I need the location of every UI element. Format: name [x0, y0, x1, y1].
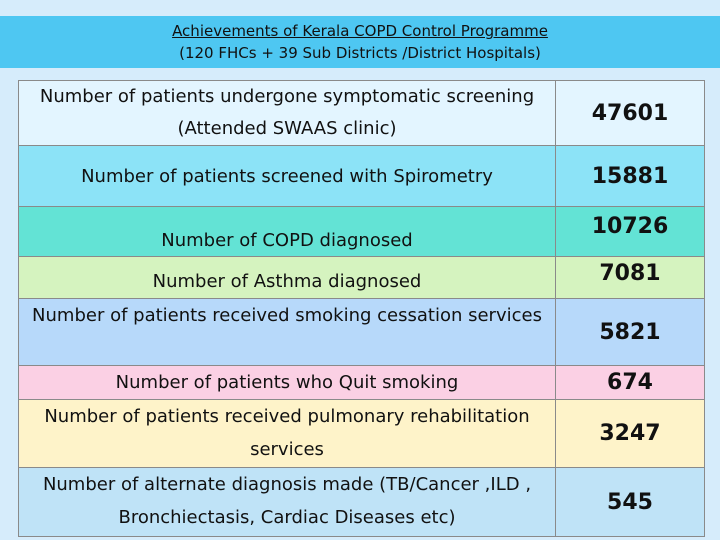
table-row: Number of patients who Quit smoking 674 [18, 365, 705, 400]
row-value: 674 [555, 365, 705, 400]
row-label: Number of patients received pulmonary re… [18, 399, 556, 468]
row-value: 3247 [555, 399, 705, 468]
row-value: 7081 [555, 256, 705, 299]
slide-title: Achievements of Kerala COPD Control Prog… [172, 22, 548, 40]
table-row: Number of patients received smoking cess… [18, 298, 705, 366]
achievements-table: Number of patients undergone symptomatic… [18, 80, 705, 537]
row-value: 10726 [555, 206, 705, 257]
table-row: Number of patients screened with Spirome… [18, 145, 705, 207]
table-row: Number of patients undergone symptomatic… [18, 80, 705, 146]
table-row: Number of COPD diagnosed 10726 [18, 206, 705, 257]
row-value: 545 [555, 467, 705, 537]
slide-header: Achievements of Kerala COPD Control Prog… [0, 16, 720, 68]
row-value: 47601 [555, 80, 705, 146]
row-label: Number of COPD diagnosed [18, 206, 556, 257]
row-value: 5821 [555, 298, 705, 366]
table-row: Number of patients received pulmonary re… [18, 399, 705, 468]
row-label: Number of patients received smoking cess… [18, 298, 556, 366]
row-value: 15881 [555, 145, 705, 207]
row-label: Number of patients who Quit smoking [18, 365, 556, 400]
row-label: Number of patients undergone symptomatic… [18, 80, 556, 146]
table-row: Number of alternate diagnosis made (TB/C… [18, 467, 705, 537]
table-row: Number of Asthma diagnosed 7081 [18, 256, 705, 299]
slide-subtitle: (120 FHCs + 39 Sub Districts /District H… [179, 44, 541, 62]
row-label: Number of alternate diagnosis made (TB/C… [18, 467, 556, 537]
row-label: Number of patients screened with Spirome… [18, 145, 556, 207]
row-label: Number of Asthma diagnosed [18, 256, 556, 299]
